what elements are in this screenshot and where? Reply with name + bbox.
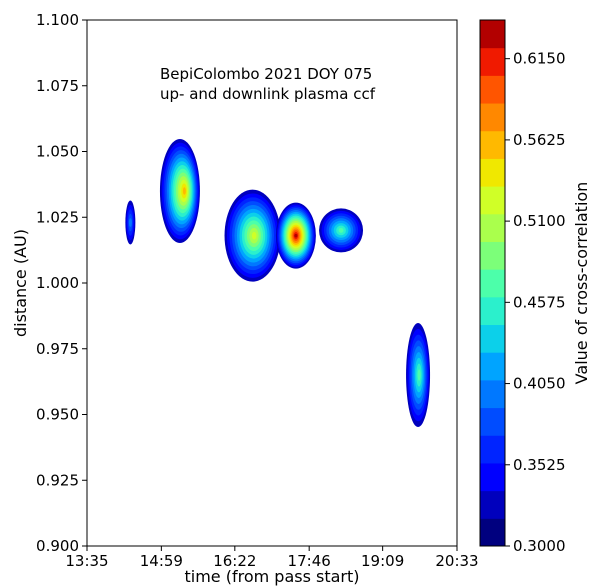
colorbar-tick-label: 0.5100: [513, 212, 566, 230]
colorbar-swatch: [480, 158, 505, 187]
y-tick-label: 0.900: [36, 537, 79, 555]
x-tick-label: 16:22: [213, 552, 256, 570]
colorbar-label: Value of cross-correlation: [572, 182, 589, 385]
chart-title-line-1: BepiColombo 2021 DOY 075: [160, 65, 372, 83]
colorbar: [479, 19, 506, 547]
colorbar-swatch: [480, 75, 505, 104]
colorbar-tick-label: 0.5625: [513, 131, 566, 149]
colorbar-swatch: [480, 20, 505, 49]
colorbar-tick-label: 0.3525: [513, 456, 566, 474]
colorbar-swatch: [480, 352, 505, 381]
colorbar-tick-label: 0.3000: [513, 537, 566, 555]
contour-level: [294, 233, 298, 238]
colorbar-swatch: [480, 47, 505, 76]
colorbar-swatch: [480, 213, 505, 242]
colorbar-swatch: [480, 186, 505, 215]
y-tick-label: 1.000: [36, 274, 79, 292]
colorbar-swatch: [480, 435, 505, 464]
y-tick-label: 1.050: [36, 143, 79, 161]
colorbar-swatch: [480, 241, 505, 270]
colorbar-swatch: [480, 269, 505, 298]
contour-level: [251, 231, 257, 240]
x-tick-label: 19:09: [361, 552, 404, 570]
contour-level: [128, 218, 132, 227]
contour-level: [338, 227, 344, 233]
contour-blob: [125, 200, 136, 245]
plot-area: [87, 20, 457, 546]
y-tick-label: 1.075: [36, 77, 79, 95]
colorbar-swatch: [480, 324, 505, 353]
contour-level: [417, 369, 421, 381]
x-tick-label: 20:33: [435, 552, 478, 570]
colorbar-swatch: [480, 518, 505, 547]
y-tick-label: 0.950: [36, 406, 79, 424]
colorbar-ticks: 0.3000 0.3525 0.4050 0.4575 0.5100 0.5625 0.61…: [505, 50, 566, 555]
y-axis: 0.900 0.925 0.950 0.975 1.000 1.025 1.050 1.075…: [36, 11, 87, 555]
contour-blob: [159, 138, 200, 243]
colorbar-swatch: [480, 103, 505, 132]
x-tick-label: 14:59: [140, 552, 183, 570]
y-tick-label: 0.925: [36, 471, 79, 489]
y-tick-label: 0.975: [36, 340, 79, 358]
colorbar-swatch: [480, 462, 505, 492]
colorbar-swatch: [480, 130, 505, 159]
y-axis-label: distance (AU): [11, 229, 30, 337]
colorbar-tick-label: 0.4575: [513, 293, 566, 311]
colorbar-swatch: [480, 407, 505, 436]
colorbar-swatch: [480, 490, 505, 519]
contour-level: [182, 187, 186, 195]
colorbar-tick-label: 0.6150: [513, 50, 566, 68]
x-tick-label: 13:35: [65, 552, 108, 570]
colorbar-swatch: [480, 296, 505, 326]
y-tick-label: 1.025: [36, 208, 79, 226]
x-axis: 13:35 14:59 16:22 17:46 19:09 20:33: [65, 546, 479, 570]
contour-blob: [275, 202, 316, 269]
contour-blob: [319, 208, 364, 253]
colorbar-tick-label: 0.4050: [513, 375, 566, 393]
chart-title-line-2: up- and downlink plasma ccf: [160, 85, 376, 103]
x-tick-label: 17:46: [288, 552, 331, 570]
y-tick-label: 1.100: [36, 11, 79, 29]
x-axis-label: time (from pass start): [184, 567, 359, 586]
colorbar-frame: [479, 19, 506, 547]
contour-blob: [224, 189, 281, 282]
contour-blob: [406, 323, 431, 428]
colorbar-swatch: [480, 379, 505, 409]
contour-layer: [125, 138, 431, 428]
